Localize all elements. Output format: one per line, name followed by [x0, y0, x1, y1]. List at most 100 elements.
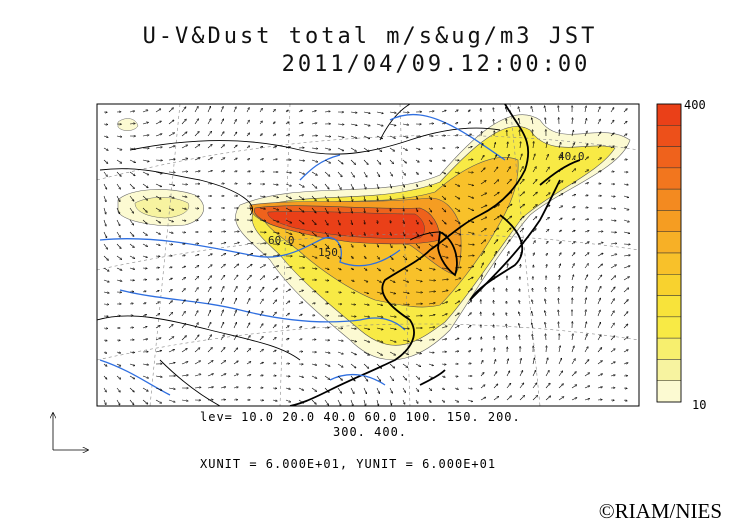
- wind-arrow: [428, 399, 431, 403]
- wind-arrow: [272, 195, 279, 198]
- wind-arrow: [324, 316, 329, 317]
- wind-arrow: [129, 375, 135, 379]
- wind-arrow: [272, 277, 278, 281]
- wind-arrow: [441, 290, 448, 293]
- wind-arrow: [246, 264, 252, 269]
- wind-arrow: [324, 399, 329, 405]
- wind-arrow: [389, 255, 393, 260]
- wind-arrow: [155, 338, 161, 341]
- wind-arrow: [233, 275, 238, 281]
- wind-arrow: [390, 231, 391, 236]
- wind-arrow: [155, 325, 160, 329]
- wind-arrow: [311, 195, 316, 201]
- wind-arrow: [103, 387, 106, 392]
- wind-arrow: [454, 289, 460, 293]
- wind-arrow: [168, 133, 175, 137]
- wind-arrow: [545, 370, 549, 377]
- wind-arrow: [194, 255, 199, 257]
- wind-arrow: [584, 264, 589, 269]
- wind-arrow: [376, 279, 382, 282]
- color-scale-swatch: [656, 188, 682, 211]
- wind-arrow: [363, 183, 366, 189]
- wind-arrow: [402, 147, 408, 151]
- wind-arrow: [415, 231, 419, 236]
- wind-arrow: [116, 171, 121, 176]
- wind-arrow: [298, 135, 304, 136]
- wind-arrow: [428, 267, 435, 270]
- wind-arrow: [467, 301, 472, 305]
- wind-arrow: [584, 386, 590, 389]
- wind-arrow: [441, 183, 446, 187]
- wind-arrow: [532, 229, 536, 233]
- wind-arrow: [350, 268, 354, 270]
- wind-arrow: [571, 194, 576, 196]
- wind-arrow: [584, 131, 587, 137]
- wind-arrow: [454, 399, 459, 402]
- wind-arrow: [285, 313, 290, 317]
- wind-arrow: [428, 291, 436, 292]
- wind-arrow: [389, 147, 395, 151]
- wind-arrow: [181, 311, 185, 317]
- wind-arrow: [363, 351, 370, 355]
- wind-arrow: [168, 120, 174, 125]
- wind-arrow: [467, 277, 473, 281]
- wind-arrow: [220, 347, 225, 353]
- wind-arrow: [428, 352, 434, 353]
- color-scale-max-label: 400: [684, 98, 706, 112]
- wind-arrow: [402, 363, 408, 368]
- wind-arrow: [181, 172, 188, 173]
- wind-arrow: [207, 335, 212, 341]
- wind-arrow: [389, 171, 393, 176]
- wind-arrow: [116, 231, 120, 237]
- wind-arrow: [558, 322, 559, 329]
- wind-arrow: [480, 229, 486, 233]
- wind-arrow: [585, 310, 586, 317]
- wind-arrow: [246, 375, 251, 376]
- wind-arrow: [116, 387, 120, 392]
- wind-arrow: [103, 159, 108, 164]
- wind-arrow: [324, 147, 331, 150]
- map-title: U-V&Dust total m/s&ug/m3 JST: [142, 24, 598, 49]
- wind-arrow: [520, 264, 521, 269]
- wind-arrow: [532, 395, 538, 401]
- wind-arrow: [181, 266, 186, 269]
- wind-arrow: [207, 144, 212, 149]
- wind-arrow: [623, 255, 630, 256]
- wind-arrow: [623, 109, 627, 113]
- wind-arrow: [415, 375, 420, 379]
- wind-arrow: [116, 255, 122, 260]
- wind-arrow: [571, 219, 575, 220]
- wind-arrow: [220, 231, 226, 232]
- wind-arrow: [441, 376, 445, 377]
- wind-arrow: [402, 159, 407, 163]
- wind-arrow: [558, 298, 559, 305]
- wind-arrow: [298, 290, 304, 293]
- wind-arrow: [623, 159, 627, 160]
- wind-arrow: [454, 243, 461, 246]
- wind-arrow: [324, 255, 329, 259]
- wind-arrow: [610, 172, 614, 173]
- wind-arrow: [493, 167, 498, 173]
- wind-arrow: [103, 375, 107, 379]
- wind-arrow: [220, 361, 226, 365]
- wind-arrow: [428, 315, 435, 316]
- wind-arrow: [311, 375, 317, 378]
- wind-arrow: [623, 312, 628, 317]
- wind-arrow: [376, 316, 383, 317]
- color-scale-swatch: [656, 210, 682, 232]
- wind-arrow: [233, 253, 239, 257]
- wind-arrow: [272, 109, 275, 113]
- wind-arrow: [194, 119, 199, 125]
- wind-arrow: [220, 243, 226, 245]
- wind-arrow: [519, 395, 525, 401]
- wind-arrow: [285, 388, 291, 389]
- wind-arrow: [402, 231, 405, 236]
- wind-arrow: [272, 159, 277, 160]
- wind-arrow: [181, 107, 186, 113]
- wind-arrow: [337, 135, 344, 138]
- wind-arrow: [129, 303, 133, 304]
- wind-arrow: [428, 207, 432, 212]
- wind-arrow: [168, 324, 173, 329]
- wind-arrow: [324, 207, 328, 214]
- wind-arrow: [116, 243, 121, 249]
